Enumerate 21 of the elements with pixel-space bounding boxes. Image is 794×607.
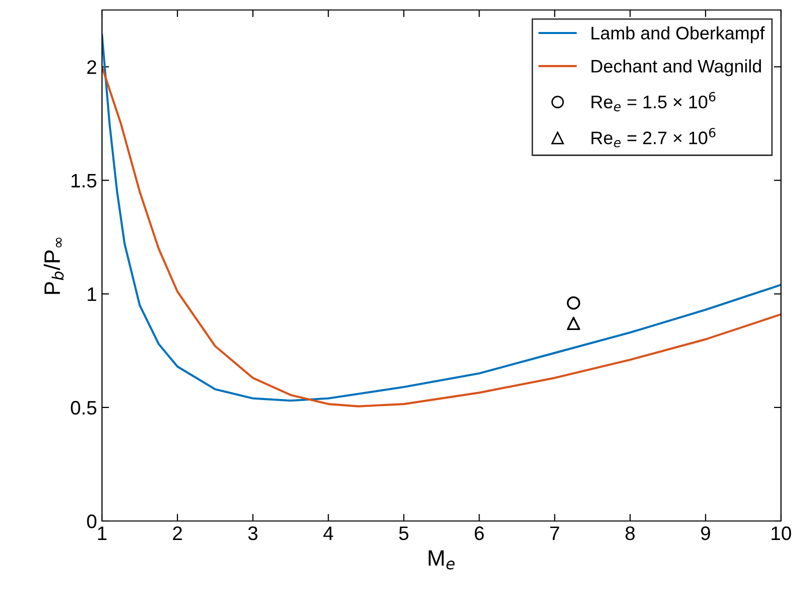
x-tick-label: 4 [323, 526, 334, 540]
x-tick-label: 7 [550, 526, 560, 540]
y-tick-label: 1.5 [72, 174, 96, 188]
x-tick-label: 6 [474, 526, 484, 540]
x-tick-label: 8 [626, 526, 635, 540]
legend-label: Re$_{e}$ = 2.7 × 10$^{6}$ [592, 128, 716, 148]
y-tick-label: 2 [87, 60, 96, 74]
legend-label: Dechant and Wagnild [592, 59, 761, 76]
x-axis-title: M$_{e}$ [428, 550, 455, 570]
x-tick-label: 10 [772, 526, 792, 540]
x-tick-label: 9 [701, 526, 710, 540]
legend-label: Re$_{e}$ = 1.5 × 10$^{6}$ [592, 92, 716, 112]
x-tick-label: 2 [173, 526, 182, 540]
x-tick-label: 5 [399, 526, 408, 540]
y-tick-label: 1 [88, 288, 96, 301]
y-tick-label: 0.5 [70, 400, 96, 415]
y-tick-label: 0 [87, 514, 96, 528]
y-axis-title: P$_{b}$/P$_{∞}$ [44, 238, 64, 294]
x-tick-label: 3 [248, 526, 258, 540]
x-tick-label: 1 [98, 526, 106, 540]
legend-label: Lamb and Oberkampf [592, 26, 765, 44]
